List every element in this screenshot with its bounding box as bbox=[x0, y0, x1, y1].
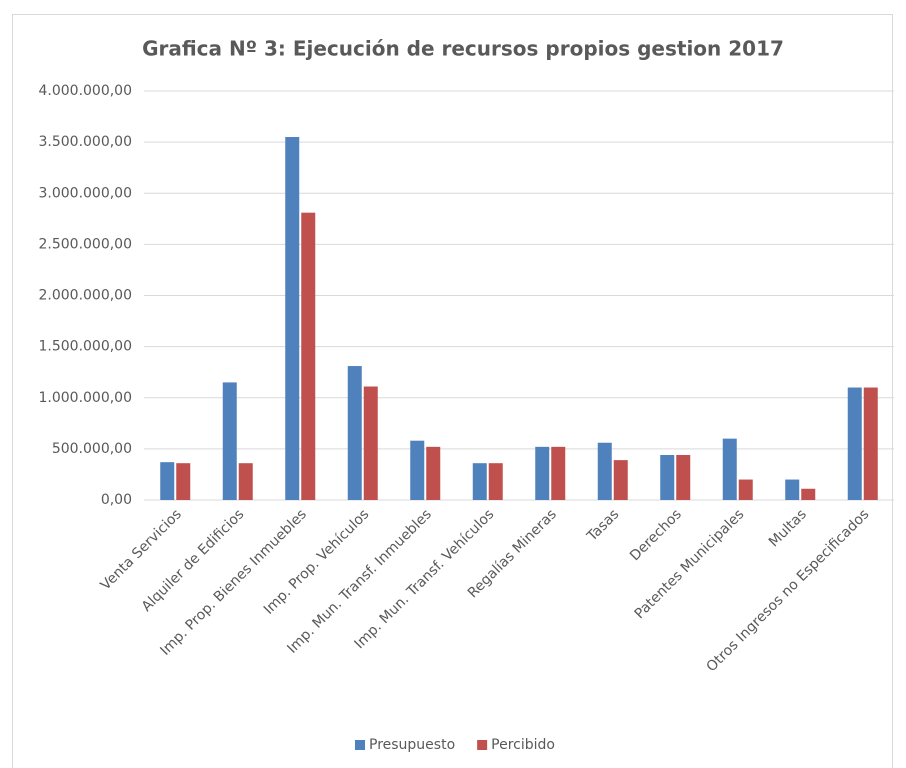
bar bbox=[488, 463, 503, 500]
bar bbox=[535, 446, 550, 500]
bar bbox=[676, 455, 691, 500]
y-tick-label: 3.500.000,00 bbox=[38, 134, 132, 150]
bar bbox=[738, 479, 753, 500]
bar bbox=[801, 488, 816, 500]
legend-swatch bbox=[477, 740, 488, 750]
bar bbox=[551, 446, 566, 500]
y-tick-label: 2.500.000,00 bbox=[38, 236, 132, 252]
bar bbox=[660, 455, 675, 500]
bar bbox=[160, 462, 175, 500]
bar bbox=[472, 463, 487, 500]
y-tick-label: 4.000.000,00 bbox=[38, 83, 132, 99]
legend-label: Presupuesto bbox=[369, 737, 455, 753]
bar bbox=[426, 446, 441, 500]
bar bbox=[847, 387, 862, 500]
bar bbox=[222, 382, 237, 500]
y-tick-label: 2.000.000,00 bbox=[38, 288, 132, 304]
y-tick-label: 0,00 bbox=[101, 492, 132, 508]
y-tick-label: 1.000.000,00 bbox=[38, 390, 132, 406]
bar bbox=[301, 212, 316, 501]
legend-label: Percibido bbox=[491, 737, 555, 753]
bar bbox=[238, 463, 253, 500]
y-tick-label: 1.500.000,00 bbox=[38, 339, 132, 355]
bar bbox=[613, 460, 628, 500]
bar bbox=[722, 438, 737, 500]
y-tick-label: 3.000.000,00 bbox=[38, 185, 132, 201]
bar bbox=[347, 366, 362, 500]
bar bbox=[863, 387, 878, 500]
bar bbox=[410, 440, 425, 500]
chart-border bbox=[12, 14, 893, 768]
bar bbox=[785, 479, 800, 500]
bar bbox=[285, 137, 300, 500]
legend-swatch bbox=[355, 740, 365, 750]
bar bbox=[176, 463, 191, 500]
bar bbox=[363, 386, 378, 500]
bar bbox=[597, 442, 612, 500]
y-tick-label: 500.000,00 bbox=[52, 441, 132, 457]
chart-title: Grafica Nº 3: Ejecución de recursos prop… bbox=[142, 37, 784, 61]
